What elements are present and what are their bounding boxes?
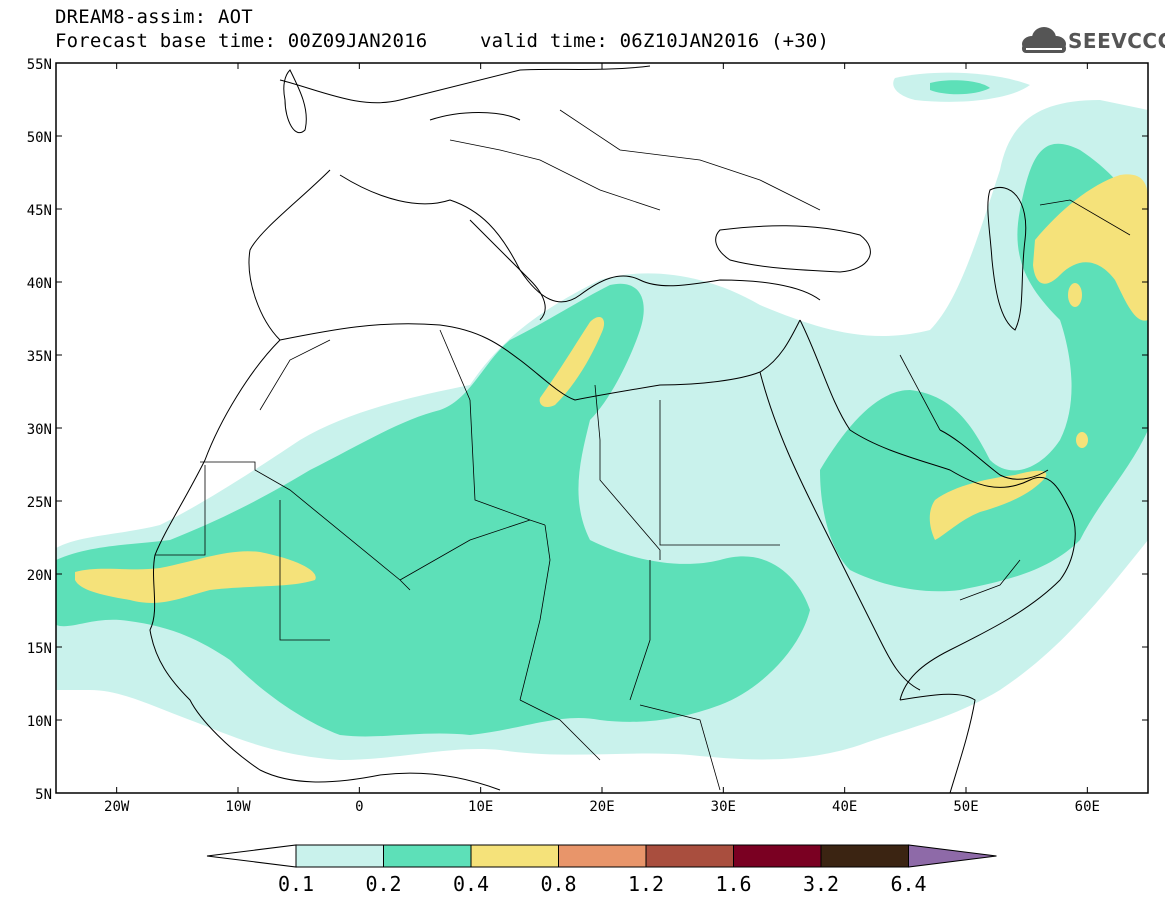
colorbar-label: 1.2 — [628, 872, 664, 896]
lat-label: 25N — [27, 495, 52, 511]
colorbar: 0.1 0.2 0.4 0.8 1.2 1.6 3.2 6.4 — [206, 844, 997, 896]
colorbar-segment — [820, 844, 909, 868]
coast-med-south — [279, 319, 801, 401]
lat-label: 5N — [35, 787, 52, 803]
aot-band-high-spot-1 — [1068, 283, 1082, 307]
colorbar-arrow-left — [206, 844, 297, 868]
lon-label: 20E — [589, 799, 614, 815]
valid-time: valid time: 06Z10JAN2016 (+30) — [480, 30, 830, 52]
colorbar-segment — [558, 844, 647, 868]
coast-west-africa — [149, 169, 381, 783]
coast-italy — [469, 219, 546, 321]
map-title: DREAM8-assim: AOT — [55, 6, 253, 28]
lon-label: 40E — [832, 799, 857, 815]
colorbar-segment — [470, 844, 559, 868]
coast-caspian — [987, 187, 1027, 331]
lon-label: 30E — [711, 799, 736, 815]
latitude-axis: 55N 50N 45N 40N 35N 30N 25N 20N 15N 10N 5N — [27, 57, 1148, 803]
longitude-axis: 20W 10W 0 10E 20E 30E 40E 50E 60E — [104, 63, 1100, 815]
coast-black-sea — [715, 225, 871, 273]
aot-band-high-westafrica — [75, 551, 316, 603]
forecast-base-time: Forecast base time: 00Z09JAN2016 — [55, 30, 428, 52]
colorbar-label: 6.4 — [890, 872, 926, 896]
borders — [155, 109, 1131, 791]
lon-label: 60E — [1075, 799, 1100, 815]
lat-label: 55N — [27, 57, 52, 73]
aot-band-mid-north — [930, 80, 990, 95]
colorbar-segment — [383, 844, 472, 868]
coast-persian-gulf — [939, 429, 1049, 480]
colorbar-label: 0.2 — [365, 872, 401, 896]
lon-label: 10W — [225, 799, 251, 815]
coast-gulf-guinea — [379, 772, 501, 791]
lat-label: 15N — [27, 641, 52, 657]
aot-band-high-spot-2 — [1076, 432, 1088, 448]
lon-label: 50E — [953, 799, 978, 815]
coast-med-north — [339, 174, 821, 303]
coast-uk — [283, 69, 307, 133]
logo-text: SEEVCCC — [1068, 29, 1165, 53]
colorbar-label: 3.2 — [803, 872, 839, 896]
lat-label: 35N — [27, 349, 52, 365]
lat-label: 50N — [27, 130, 52, 146]
lon-label: 10E — [468, 799, 493, 815]
coast-horn — [899, 693, 976, 793]
colorbar-segment — [645, 844, 734, 868]
cloud-icon — [1022, 27, 1066, 53]
aot-band-high-gulf — [929, 470, 1047, 540]
lon-label: 20W — [104, 799, 130, 815]
coast-arabia — [799, 319, 1076, 701]
colorbar-label: 0.4 — [453, 872, 489, 896]
aot-field — [56, 65, 1148, 793]
aot-band-mid — [56, 283, 810, 737]
colorbar-label: 0.8 — [540, 872, 576, 896]
colorbar-segment — [733, 844, 822, 868]
coast-red-sea — [759, 371, 921, 691]
colorbar-label: 0.1 — [278, 872, 314, 896]
lat-label: 20N — [27, 568, 52, 584]
colorbar-segment — [295, 844, 384, 868]
coast-europe-north — [279, 65, 651, 121]
colorbar-label: 1.6 — [715, 872, 751, 896]
lat-label: 45N — [27, 203, 52, 219]
colorbar-arrow-right — [908, 844, 997, 868]
lon-label: 0 — [355, 799, 363, 815]
lat-label: 10N — [27, 714, 52, 730]
lat-label: 30N — [27, 422, 52, 438]
lat-label: 40N — [27, 276, 52, 292]
coastlines — [149, 65, 1076, 793]
aot-band-high-caspian — [1033, 174, 1148, 321]
aot-band-high-libya — [539, 317, 605, 408]
